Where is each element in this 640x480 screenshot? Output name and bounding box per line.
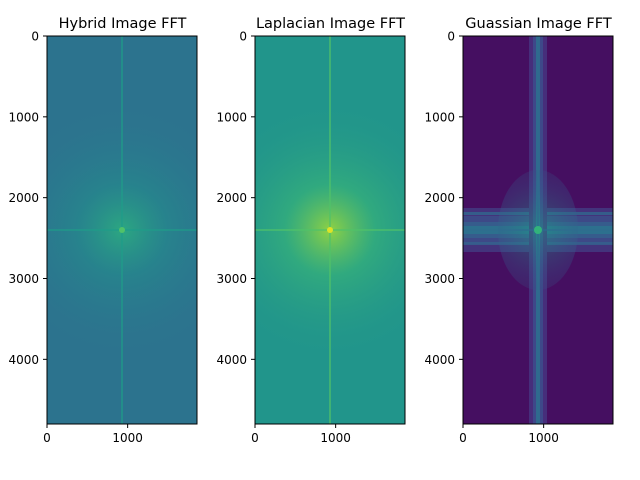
y-tick-label: 2000	[8, 191, 39, 205]
axes-frame	[254, 35, 406, 425]
panel-title: Guassian Image FFT	[465, 16, 612, 32]
panel-hybrid: Hybrid Image FFT 0 1000 0 1000 2000 3000 4000	[8, 16, 198, 445]
y-tick-label: 3000	[216, 272, 247, 286]
heatmap-image	[463, 36, 613, 424]
y-tick-label: 0	[239, 30, 247, 44]
x-tick-label: 0	[251, 431, 259, 445]
x-tick-label: 0	[459, 431, 467, 445]
y-tick-label: 4000	[216, 353, 247, 367]
y-tick-label: 1000	[216, 110, 247, 124]
x-tick-label: 1000	[528, 431, 559, 445]
axes-frame	[462, 35, 614, 425]
dc-peak	[327, 227, 333, 233]
dc-peak	[119, 227, 125, 233]
heatmap-image	[47, 36, 197, 424]
x-tick-label: 1000	[320, 431, 351, 445]
y-tick-label: 0	[447, 30, 455, 44]
y-tick-label: 1000	[424, 110, 455, 124]
y-tick-label: 2000	[216, 191, 247, 205]
laplacian-plot-area: 0 1000 0 1000 2000 3000 4000	[216, 30, 406, 445]
y-tick-label: 3000	[8, 272, 39, 286]
panel-laplacian: Laplacian Image FFT 0 1000 0 1000 2000 3000 40…	[216, 16, 406, 445]
hybrid-plot-area: 0 1000 0 1000 2000 3000 4000	[8, 30, 198, 445]
y-tick-label: 3000	[424, 272, 455, 286]
panel-title: Laplacian Image FFT	[256, 16, 405, 32]
x-tick-label: 1000	[112, 431, 143, 445]
y-tick-label: 2000	[424, 191, 455, 205]
y-tick-label: 0	[31, 30, 39, 44]
dc-peak	[534, 226, 542, 234]
panel-title: Hybrid Image FFT	[59, 16, 187, 32]
y-tick-label: 4000	[8, 353, 39, 367]
y-tick-label: 4000	[424, 353, 455, 367]
heatmap-image	[255, 36, 405, 424]
y-tick-label: 1000	[8, 110, 39, 124]
axes-frame	[46, 35, 198, 425]
panel-gaussian: Guassian Image FFT 0 1000 0 1000 2000 3000 400…	[424, 16, 614, 445]
gaussian-plot-area: 0 1000 0 1000 2000 3000 4000	[424, 30, 614, 445]
x-tick-label: 0	[43, 431, 51, 445]
